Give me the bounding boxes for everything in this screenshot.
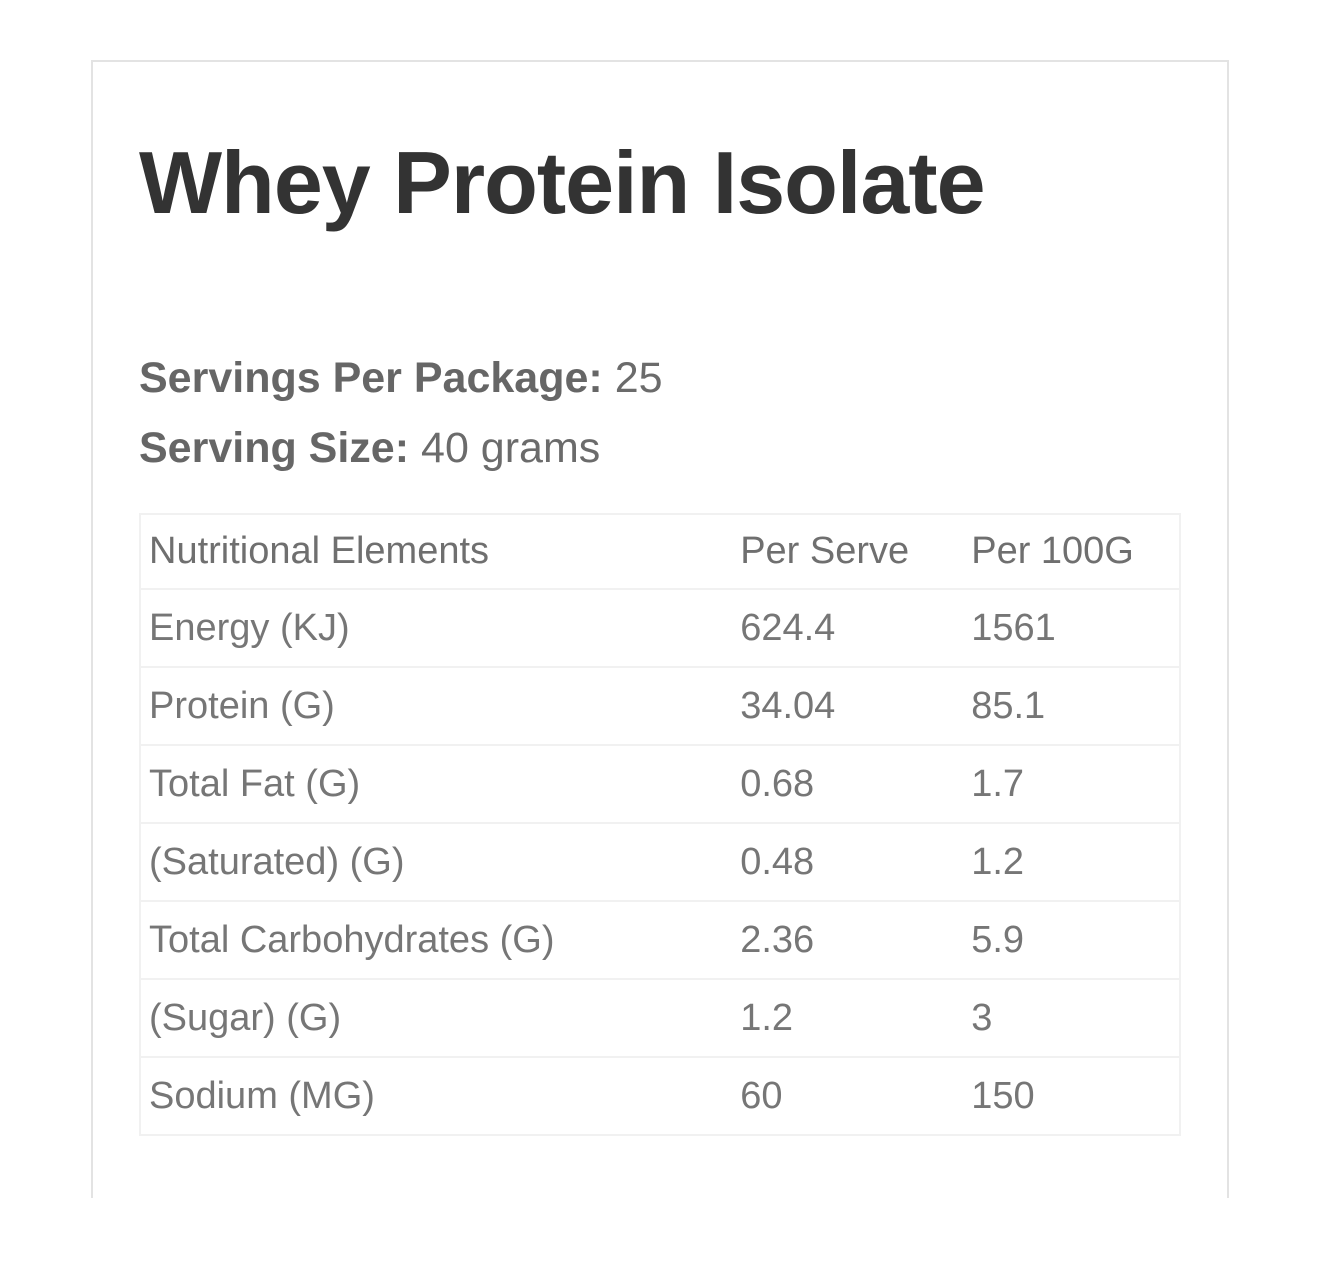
cell-per-serve: 2.36 — [732, 900, 964, 980]
serving-size-label: Serving Size: — [139, 424, 410, 473]
cell-per-serve: 34.04 — [732, 666, 964, 746]
cell-element: (Saturated) (G) — [140, 822, 733, 902]
table-row: Total Fat (G) 0.68 1.7 — [140, 744, 1180, 824]
cell-per-serve: 60 — [732, 1056, 964, 1136]
header-per-serve: Per Serve — [732, 513, 964, 590]
nutrition-table: Nutritional Elements Per Serve Per 100G … — [139, 513, 1181, 1137]
cell-per-100g: 3 — [963, 978, 1180, 1058]
table-row: Sodium (MG) 60 150 — [140, 1056, 1180, 1136]
table-row: (Saturated) (G) 0.48 1.2 — [140, 822, 1180, 902]
header-per-100g: Per 100G — [963, 513, 1180, 590]
cell-per-100g: 150 — [963, 1056, 1180, 1136]
cell-per-100g: 85.1 — [963, 666, 1180, 746]
servings-per-package-line: Servings Per Package: 25 — [139, 343, 1181, 413]
table-row: (Sugar) (G) 1.2 3 — [140, 978, 1180, 1058]
cell-per-100g: 1.2 — [963, 822, 1180, 902]
servings-per-package-label: Servings Per Package: — [139, 354, 603, 403]
cell-per-100g: 5.9 — [963, 900, 1180, 980]
cell-element: (Sugar) (G) — [140, 978, 733, 1058]
table-row: Protein (G) 34.04 85.1 — [140, 666, 1180, 746]
serving-size-value: 40 grams — [421, 424, 601, 473]
table-row: Total Carbohydrates (G) 2.36 5.9 — [140, 900, 1180, 980]
cell-per-100g: 1.7 — [963, 744, 1180, 824]
serving-size-line: Serving Size: 40 grams — [139, 413, 1181, 483]
table-row: Energy (KJ) 624.4 1561 — [140, 588, 1180, 668]
product-title: Whey Protein Isolate — [139, 133, 986, 232]
cell-per-serve: 0.68 — [732, 744, 964, 824]
cell-per-serve: 0.48 — [732, 822, 964, 902]
cell-per-serve: 624.4 — [732, 588, 964, 668]
cell-per-serve: 1.2 — [732, 978, 964, 1058]
cell-element: Total Carbohydrates (G) — [140, 900, 733, 980]
cell-element: Energy (KJ) — [140, 588, 733, 668]
cell-per-100g: 1561 — [963, 588, 1180, 668]
cell-element: Protein (G) — [140, 666, 733, 746]
cell-element: Sodium (MG) — [140, 1056, 733, 1136]
nutrition-panel-card: Whey Protein Isolate Servings Per Packag… — [91, 60, 1229, 1198]
table-header-row: Nutritional Elements Per Serve Per 100G — [140, 513, 1180, 590]
serving-info: Servings Per Package: 25 Serving Size: 40 … — [139, 343, 1181, 483]
servings-per-package-value: 25 — [614, 354, 663, 403]
cell-element: Total Fat (G) — [140, 744, 733, 824]
header-nutritional-elements: Nutritional Elements — [140, 513, 733, 590]
